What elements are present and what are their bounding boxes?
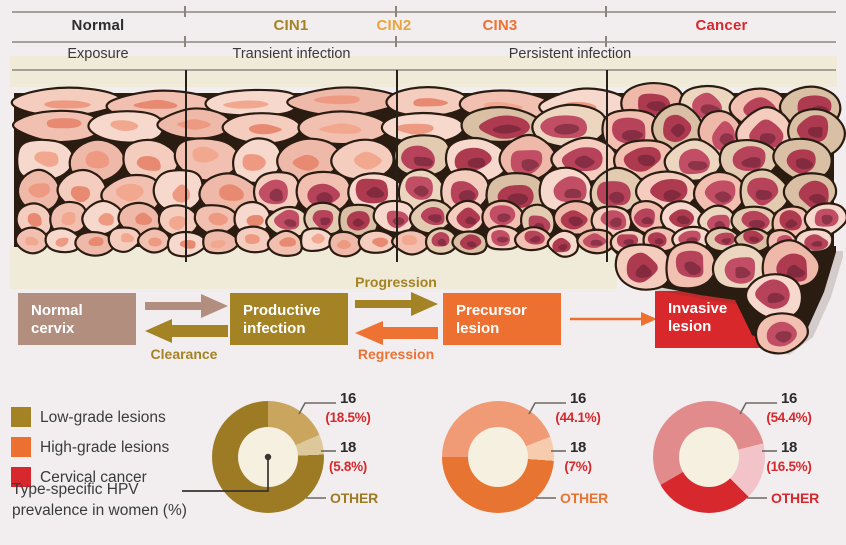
phase-label-persistent-infection: Persistent infection	[508, 46, 632, 62]
tick	[605, 36, 607, 47]
legend-swatch-low-grade	[11, 407, 31, 427]
tick	[184, 6, 186, 17]
tick	[395, 6, 397, 17]
callout-16-cervical-cancer: 16 (54.4%)	[766, 390, 812, 425]
header-rule-2	[12, 41, 836, 43]
stage-divider-line	[606, 70, 608, 262]
donut-hole	[468, 427, 528, 487]
callout-16-high-grade: 16 (44.1%)	[555, 390, 601, 425]
hpv-prevalence-note: Type-specific HPV prevalence in women (%…	[12, 481, 187, 520]
donut-hole	[238, 427, 298, 487]
tick	[605, 6, 607, 17]
stage-label-cin3: CIN3	[482, 17, 518, 34]
legend-label-low-grade: Low-grade lesions	[40, 409, 166, 426]
stage-label-normal: Normal	[71, 17, 125, 34]
flow-label-regression: Regression	[357, 346, 435, 362]
tick	[395, 36, 397, 47]
callout-other-low-grade: OTHER	[330, 490, 379, 506]
callout-other-cervical-cancer: OTHER	[771, 490, 820, 506]
arrow-left-regression	[355, 321, 438, 345]
beige-band-top	[10, 56, 837, 87]
donut-hole	[679, 427, 739, 487]
legend-swatch-high-grade	[11, 437, 31, 457]
tick	[184, 36, 186, 47]
header-rule-3	[12, 69, 836, 71]
legend-label-high-grade: High-grade lesions	[40, 439, 170, 456]
arrow-left-clearance	[145, 319, 228, 343]
stage-label-cin2: CIN2	[376, 17, 412, 34]
flow-box-precursor-lesion: Precursor lesion	[443, 293, 561, 345]
phase-label-exposure: Exposure	[67, 46, 129, 62]
legend-swatch-cervical-cancer	[11, 467, 31, 487]
callout-18-high-grade: 18 (7%)	[564, 439, 592, 474]
callout-other-high-grade: OTHER	[560, 490, 609, 506]
header-rule-1	[12, 11, 836, 13]
stage-label-cin1: CIN1	[273, 17, 309, 34]
stage-divider-line	[185, 70, 187, 262]
flow-box-productive-infection: Productive infection	[230, 293, 348, 345]
legend-label-cervical-cancer: Cervical cancer	[40, 469, 147, 486]
callout-18-low-grade: 18 (5.8%)	[329, 439, 367, 474]
callout-18-cervical-cancer: 18 (16.5%)	[766, 439, 812, 474]
callout-16-low-grade: 16 (18.5%)	[325, 390, 371, 425]
arrow-right-normal-to-productive	[145, 294, 228, 318]
flow-label-progression: Progression	[355, 274, 437, 290]
stage-divider-line	[396, 70, 398, 262]
phase-label-transient-infection: Transient infection	[232, 46, 351, 62]
flow-box-invasive-lesion: Invasive lesion	[655, 291, 777, 348]
stage-label-cancer: Cancer	[695, 17, 748, 34]
arrow-right-progression	[355, 292, 438, 316]
beige-band-below-tissue	[10, 245, 617, 289]
flow-box-normal-cervix: Normal cervix	[18, 293, 136, 345]
flow-label-clearance: Clearance	[150, 346, 218, 362]
